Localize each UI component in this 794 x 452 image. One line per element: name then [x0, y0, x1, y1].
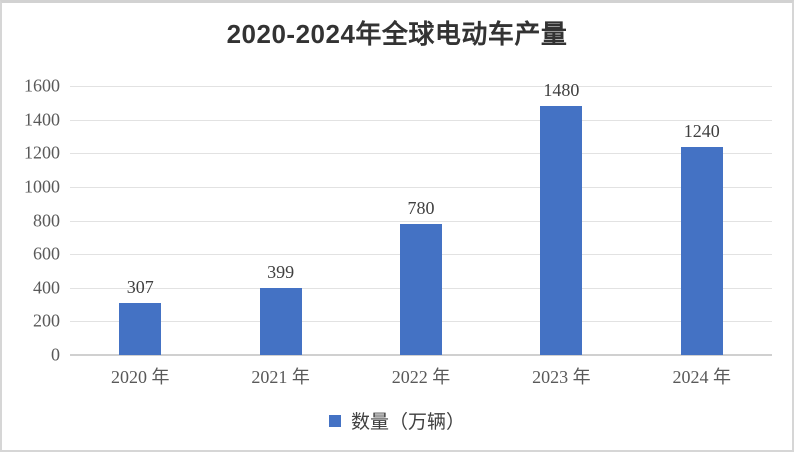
bar-value-label-4: 1480 [543, 80, 580, 101]
bar-value-label-5: 1240 [683, 120, 720, 141]
x-axis-labels: 2020 年 2021 年 2022 年 2023 年 2024 年 [70, 363, 772, 389]
gridline-1000 [70, 186, 772, 188]
bar-value-label-1: 307 [126, 277, 154, 298]
x-tick-label-3: 2022 年 [391, 367, 451, 387]
gridline-1200 [70, 153, 772, 155]
x-axis-line [70, 354, 772, 356]
y-tick-label-1000: 1000 [24, 176, 60, 197]
bar-value-label-3: 780 [407, 197, 435, 218]
y-tick-label-0: 0 [51, 344, 60, 365]
gridline-1400 [70, 119, 772, 121]
y-tick-label-800: 800 [33, 210, 60, 230]
gridline-800 [70, 220, 772, 222]
x-tick-label-5: 2024 年 [672, 367, 732, 387]
legend-marker-square-icon [328, 414, 341, 427]
bar-3 [400, 223, 442, 355]
y-tick-label-400: 400 [33, 277, 60, 298]
y-tick-label-600: 600 [33, 243, 60, 264]
plot-area: 307 399 780 1480 1240 [70, 80, 772, 356]
chart-title: 2020-2024年全球电动车产量 [226, 19, 568, 49]
x-tick-label-1: 2020 年 [110, 367, 170, 387]
bar-2 [259, 287, 302, 355]
bar-5 [680, 146, 723, 355]
y-tick-label-1400: 1400 [24, 109, 60, 130]
legend: 数量（万辆） [2, 407, 792, 434]
x-tick-label-4: 2023 年 [532, 367, 591, 387]
y-tick-label-200: 200 [33, 310, 60, 331]
bar-value-label-2: 399 [267, 261, 295, 282]
bar-4 [540, 106, 583, 355]
y-tick-label-1200: 1200 [24, 142, 60, 163]
legend-label: 数量（万辆） [350, 412, 465, 433]
y-axis-labels: 0 200 400 600 800 1000 1200 1400 1600 [2, 76, 60, 365]
gridline-1600 [70, 86, 772, 87]
bar-1 [119, 303, 162, 355]
x-tick-label-2: 2021 年 [251, 367, 310, 387]
y-tick-label-1600: 1600 [24, 75, 60, 96]
